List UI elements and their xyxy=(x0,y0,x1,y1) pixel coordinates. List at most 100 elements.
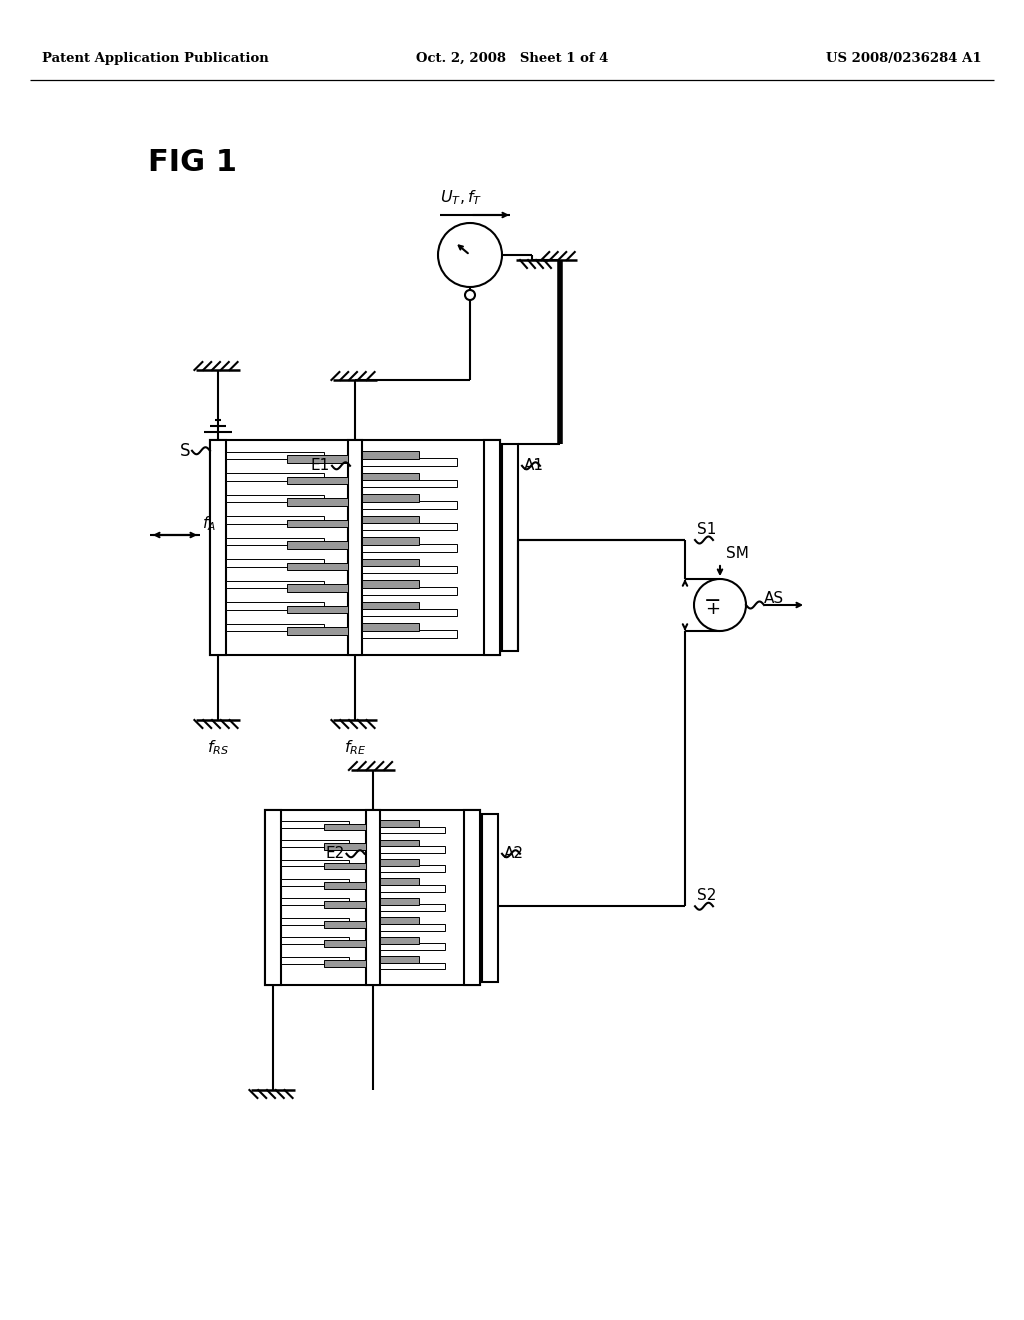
Text: $f_{RS}$: $f_{RS}$ xyxy=(207,738,229,756)
Text: S1: S1 xyxy=(697,521,717,537)
Bar xyxy=(380,840,419,846)
Bar xyxy=(362,623,419,631)
Bar xyxy=(288,606,348,612)
Bar xyxy=(380,937,419,944)
Text: E1: E1 xyxy=(310,458,330,474)
Bar xyxy=(362,566,457,573)
Bar xyxy=(484,440,500,655)
Text: S2: S2 xyxy=(697,888,717,903)
Bar xyxy=(288,583,348,591)
Bar xyxy=(362,479,457,487)
Bar xyxy=(380,924,445,931)
Bar xyxy=(288,541,348,549)
Bar xyxy=(324,882,366,888)
Bar xyxy=(324,824,366,830)
Bar xyxy=(281,899,348,906)
Bar xyxy=(281,937,348,944)
Bar xyxy=(362,458,457,466)
Text: E2: E2 xyxy=(326,846,344,861)
Bar xyxy=(362,451,419,459)
Bar xyxy=(288,562,348,570)
Bar xyxy=(362,473,419,480)
Circle shape xyxy=(465,290,475,300)
Bar xyxy=(362,602,419,610)
Bar xyxy=(380,866,445,873)
Bar xyxy=(288,498,348,506)
Bar xyxy=(324,843,366,850)
Text: FIG 1: FIG 1 xyxy=(148,148,237,177)
Bar xyxy=(324,940,366,946)
Bar xyxy=(362,523,457,531)
Text: Oct. 2, 2008   Sheet 1 of 4: Oct. 2, 2008 Sheet 1 of 4 xyxy=(416,51,608,65)
Bar xyxy=(324,921,366,928)
Bar xyxy=(380,898,419,904)
Bar xyxy=(380,826,445,833)
Bar xyxy=(348,440,362,655)
Circle shape xyxy=(694,579,746,631)
Text: Patent Application Publication: Patent Application Publication xyxy=(42,51,268,65)
Bar xyxy=(380,944,445,950)
Bar xyxy=(362,516,419,523)
Bar xyxy=(362,587,457,595)
Bar xyxy=(226,451,324,459)
Text: AS: AS xyxy=(764,591,784,606)
Bar xyxy=(362,537,419,545)
Bar xyxy=(502,445,518,651)
Bar xyxy=(226,537,324,545)
Bar xyxy=(281,879,348,886)
Bar xyxy=(380,859,419,866)
Text: A1: A1 xyxy=(524,458,544,474)
Bar xyxy=(362,544,457,552)
Circle shape xyxy=(438,223,502,286)
Text: $f_{RE}$: $f_{RE}$ xyxy=(344,738,367,756)
Text: $f_A$: $f_A$ xyxy=(202,515,216,533)
Bar xyxy=(288,627,348,635)
Bar xyxy=(464,810,480,985)
Bar xyxy=(324,862,366,870)
Bar xyxy=(362,494,419,502)
Bar xyxy=(226,581,324,589)
Bar xyxy=(366,810,380,985)
Bar xyxy=(324,902,366,908)
Bar xyxy=(226,474,324,480)
Text: SM: SM xyxy=(726,546,749,561)
Bar xyxy=(288,520,348,527)
Bar xyxy=(380,904,445,911)
Bar xyxy=(281,957,348,964)
Bar xyxy=(380,820,419,826)
Text: $U_T, f_T$: $U_T, f_T$ xyxy=(440,189,482,207)
Bar xyxy=(380,846,445,853)
Bar xyxy=(265,810,480,985)
Bar xyxy=(362,502,457,508)
Bar xyxy=(265,810,281,985)
Text: −: − xyxy=(705,591,722,611)
Bar xyxy=(380,878,419,886)
Bar xyxy=(482,813,498,982)
Bar xyxy=(226,602,324,610)
Bar xyxy=(226,624,324,631)
Text: A2: A2 xyxy=(504,846,524,861)
Bar xyxy=(362,581,419,587)
Bar xyxy=(362,558,419,566)
Bar xyxy=(380,962,445,969)
Text: +: + xyxy=(706,601,721,618)
Bar xyxy=(281,821,348,828)
Bar xyxy=(281,917,348,925)
Bar xyxy=(362,609,457,616)
Bar xyxy=(380,956,419,964)
Bar xyxy=(281,840,348,847)
Bar xyxy=(210,440,500,655)
Bar xyxy=(288,455,348,462)
Text: US 2008/0236284 A1: US 2008/0236284 A1 xyxy=(826,51,982,65)
Bar xyxy=(281,859,348,866)
Bar xyxy=(362,630,457,638)
Bar xyxy=(226,495,324,503)
Bar xyxy=(210,440,226,655)
Bar xyxy=(226,516,324,524)
Bar xyxy=(380,884,445,892)
Text: S: S xyxy=(179,442,190,459)
Bar xyxy=(226,560,324,566)
Bar xyxy=(288,477,348,484)
Bar xyxy=(324,960,366,966)
Bar xyxy=(380,917,419,924)
